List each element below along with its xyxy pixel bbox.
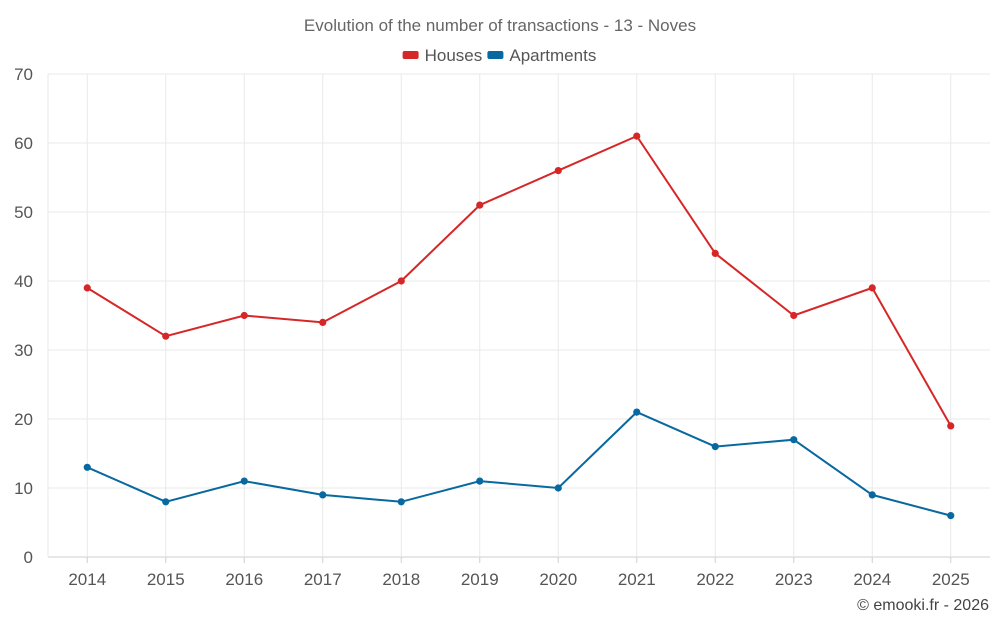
chart-credit: © emooki.fr - 2026: [857, 597, 989, 614]
x-tick-label: 2025: [932, 570, 970, 589]
data-point-houses: [397, 277, 405, 285]
data-point-houses: [868, 284, 876, 292]
y-tick-label: 50: [14, 203, 33, 222]
data-point-apartments: [947, 511, 955, 520]
data-point-apartments: [476, 477, 484, 485]
legend-label-houses: Houses: [425, 46, 483, 65]
series-line-apartments: [86, 410, 952, 517]
x-tick-label: 2015: [147, 570, 185, 589]
x-axis-ticks: 2014 2015 2016 2017 2018 2019 2020 2021 2022 2023…: [68, 557, 970, 589]
y-tick-label: 40: [14, 272, 33, 291]
x-tick-label: 2016: [225, 570, 263, 589]
data-point-houses: [83, 284, 91, 292]
data-point-houses: [240, 311, 248, 320]
y-tick-label: 70: [14, 65, 33, 84]
x-tick-label: 2018: [382, 570, 420, 589]
data-point-apartments: [397, 498, 405, 506]
x-tick-label: 2022: [696, 570, 734, 589]
data-point-houses: [319, 318, 327, 326]
data-point-apartments: [162, 498, 170, 506]
data-point-apartments: [319, 491, 327, 499]
y-tick-label: 60: [14, 134, 33, 153]
y-axis-ticks: 0 10 20 30 40 50 60 70: [14, 65, 33, 567]
x-tick-label: 2019: [461, 570, 499, 589]
x-tick-label: 2023: [775, 570, 813, 589]
data-point-apartments: [240, 477, 248, 485]
y-tick-label: 30: [14, 341, 33, 360]
chart-legend: Houses Apartments: [402, 46, 596, 65]
data-point-apartments: [554, 484, 562, 492]
data-point-apartments: [633, 408, 641, 416]
x-tick-label: 2017: [304, 570, 342, 589]
legend-label-apartments: Apartments: [509, 46, 596, 65]
legend-swatch-houses: [402, 51, 419, 59]
series-line-houses: [86, 134, 952, 427]
series-apartments: [83, 408, 955, 520]
x-tick-label: 2021: [618, 570, 656, 589]
data-point-houses: [790, 311, 798, 320]
chart-grid: [47, 73, 990, 558]
data-point-houses: [476, 201, 484, 209]
data-point-houses: [633, 132, 641, 140]
data-point-apartments: [868, 491, 876, 499]
y-tick-label: 0: [24, 548, 33, 567]
x-tick-label: 2014: [68, 570, 106, 589]
data-point-houses: [947, 422, 955, 430]
series-houses: [83, 132, 955, 430]
chart-series: [83, 132, 955, 520]
x-tick-label: 2024: [853, 570, 891, 589]
y-tick-label: 10: [14, 479, 33, 498]
data-point-apartments: [83, 463, 91, 471]
x-tick-label: 2020: [539, 570, 577, 589]
data-point-houses: [162, 332, 170, 340]
data-point-apartments: [711, 443, 719, 451]
y-tick-label: 20: [14, 410, 33, 429]
chart-title: Evolution of the number of transactions …: [304, 16, 696, 35]
data-point-houses: [554, 167, 562, 175]
data-point-houses: [711, 249, 719, 257]
legend-swatch-apartments: [487, 51, 504, 59]
data-point-apartments: [790, 436, 798, 444]
